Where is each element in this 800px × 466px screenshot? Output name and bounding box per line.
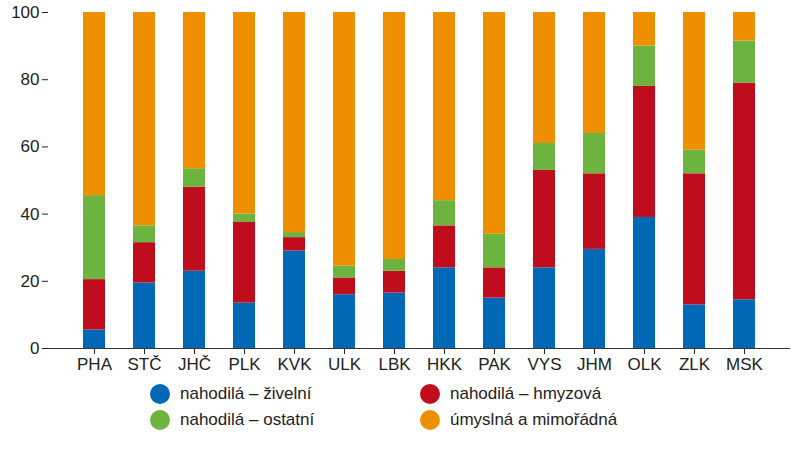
html-text:nahodilá – hmyzová: nahodilá – hmyzová (450, 384, 602, 403)
svg-text:PLK: PLK (228, 355, 261, 374)
svg-text:JHM: JHM (577, 355, 612, 374)
svg-text:STČ: STČ (128, 355, 162, 374)
svg-text:HKK: HKK (427, 355, 463, 374)
svg-text:MSK: MSK (726, 355, 764, 374)
svg-text:ULK: ULK (328, 355, 362, 374)
svg-text:LBK: LBK (378, 355, 411, 374)
html-text:nahodilá – živelní: nahodilá – živelní (180, 384, 312, 403)
svg-text:0: 0 (30, 339, 39, 358)
svg-text:KVK: KVK (277, 355, 312, 374)
svg-text:PAK: PAK (478, 355, 511, 374)
svg-text:PHA: PHA (77, 355, 113, 374)
svg-text:JHČ: JHČ (178, 355, 211, 374)
svg-text:100: 100 (11, 3, 39, 22)
svg-text:60: 60 (21, 137, 40, 156)
html-text:nahodilá – ostatní: nahodilá – ostatní (180, 410, 315, 429)
svg-text:ZLK: ZLK (679, 355, 711, 374)
svg-text:OLK: OLK (627, 355, 662, 374)
svg-text:VYS: VYS (527, 355, 561, 374)
svg-text:40: 40 (21, 205, 40, 224)
html-text:úmyslná a mimořádná: úmyslná a mimořádná (450, 410, 618, 429)
svg-text:20: 20 (21, 272, 40, 291)
svg-text:80: 80 (21, 70, 40, 89)
